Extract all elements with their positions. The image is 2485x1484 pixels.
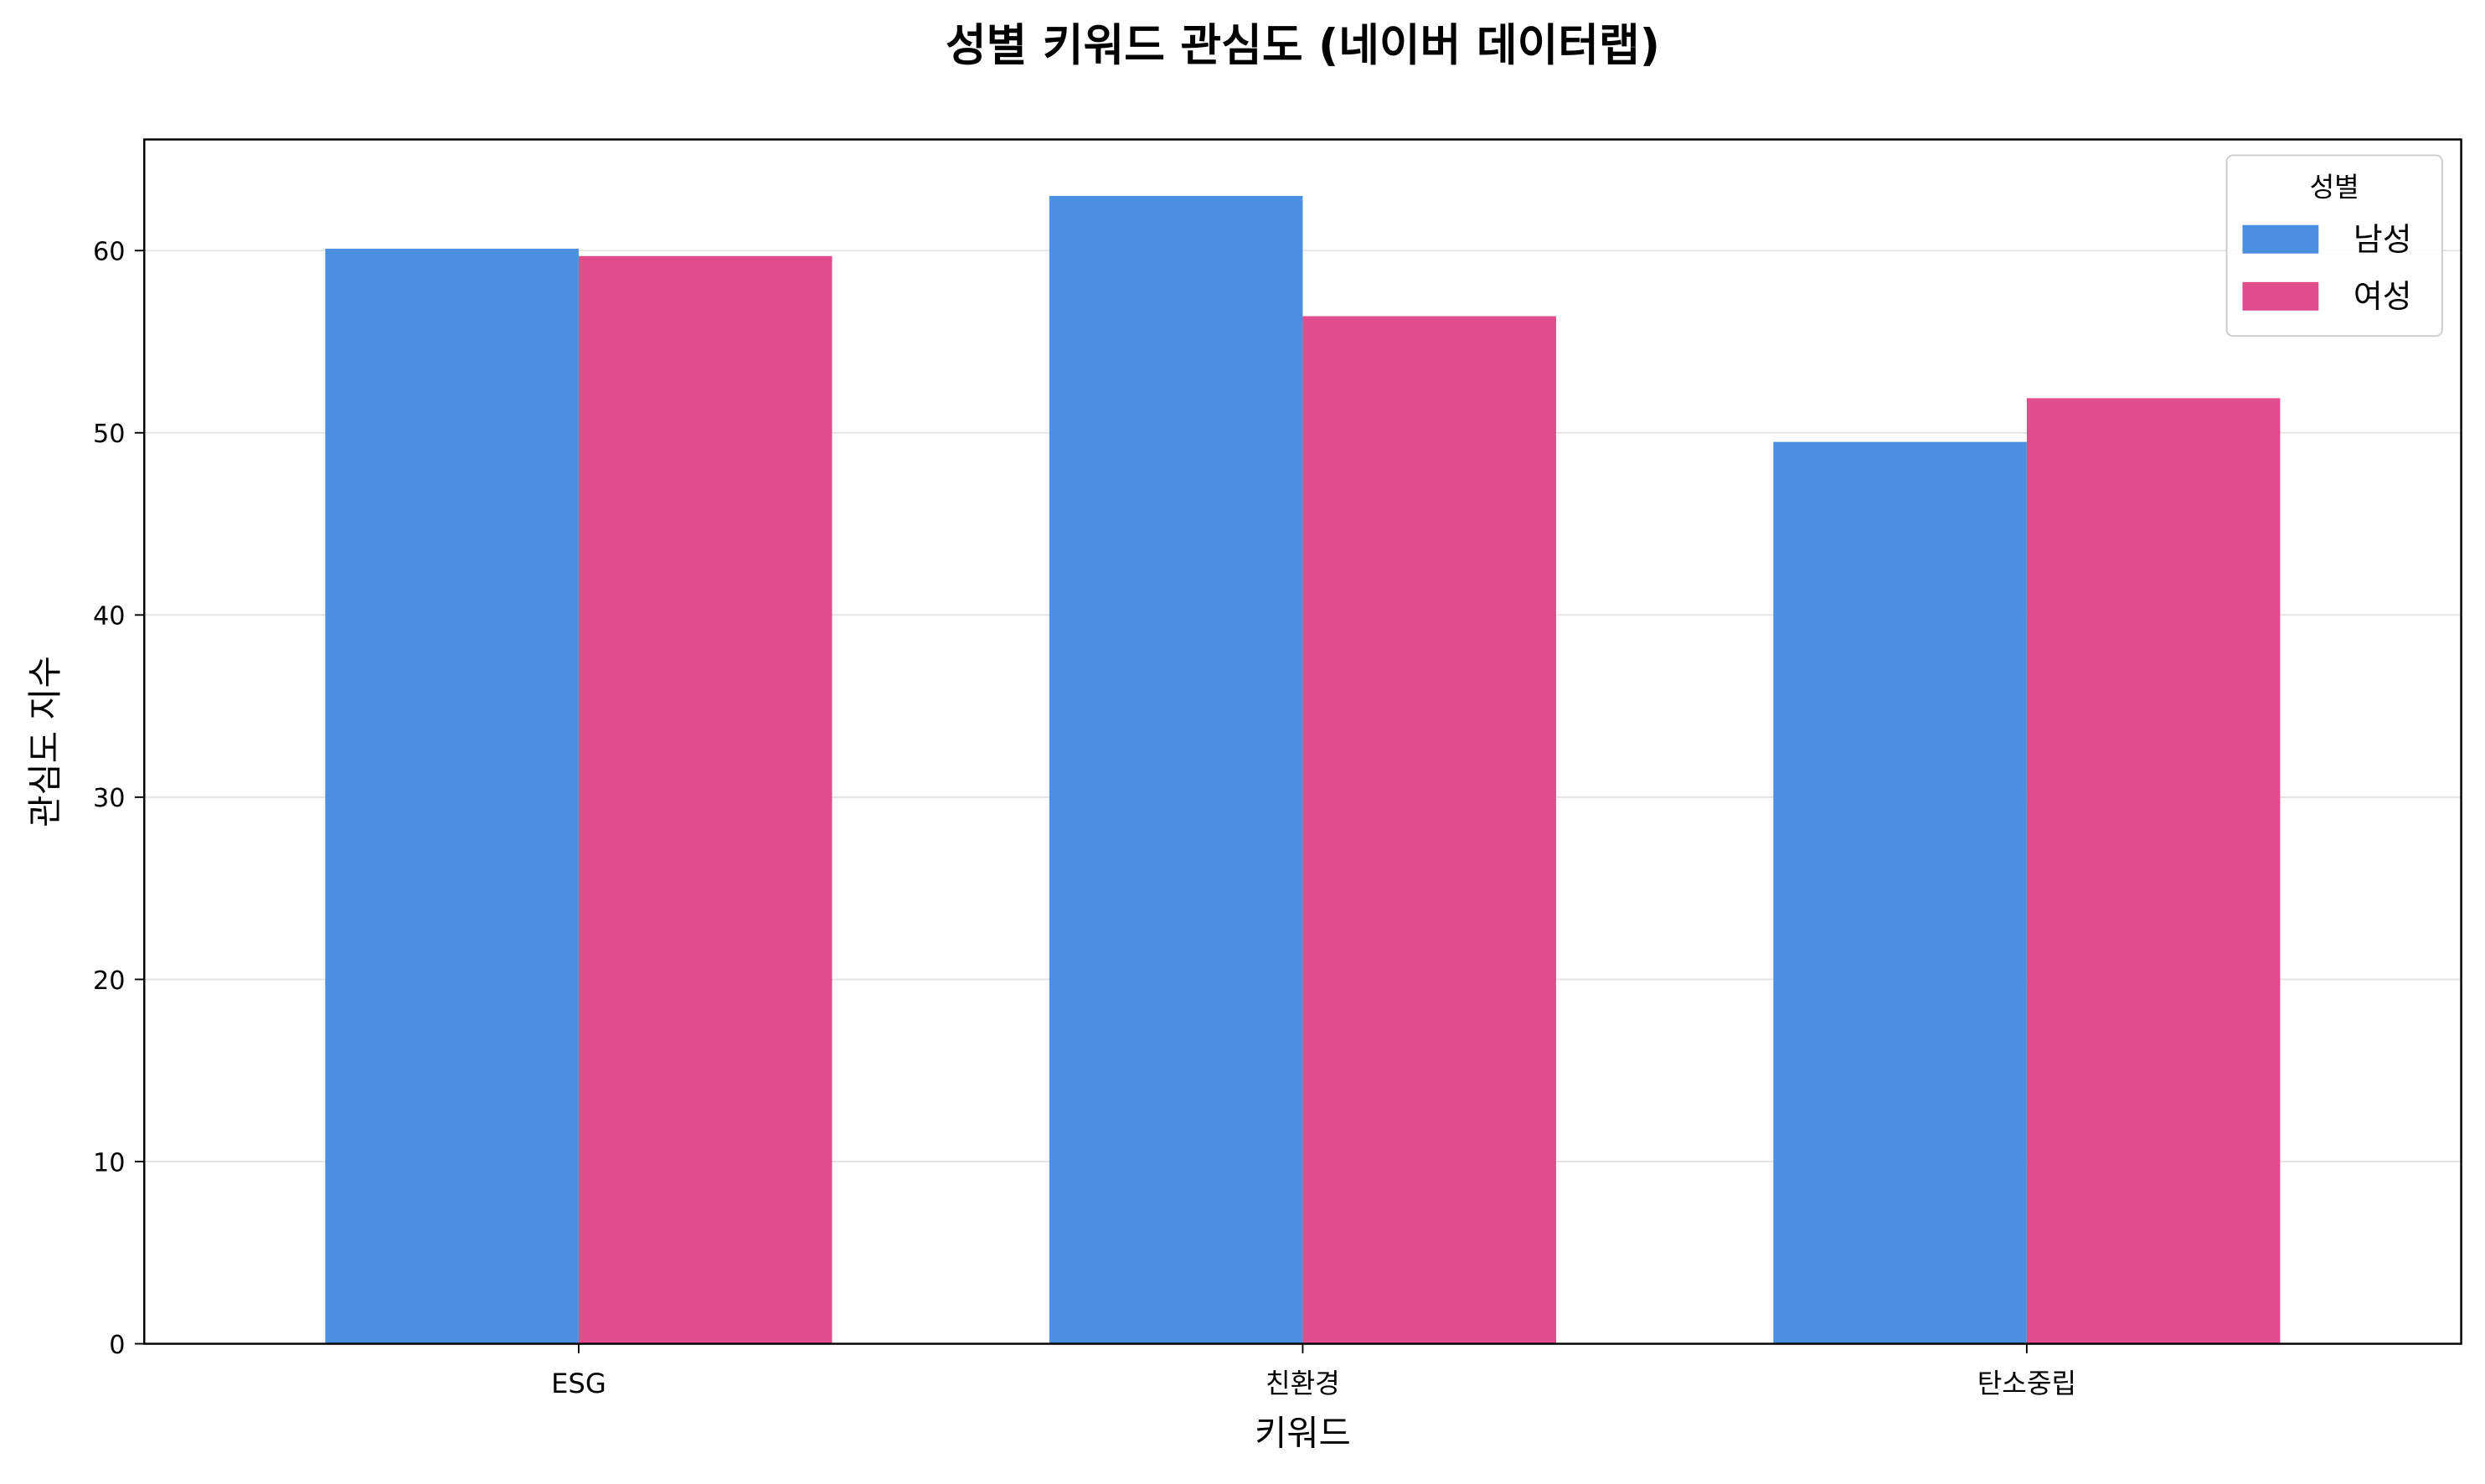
legend-label: 여성	[2354, 278, 2412, 315]
y-tick-label: 60	[93, 238, 126, 267]
y-tick-label: 0	[109, 1331, 125, 1360]
legend-swatch	[2242, 224, 2319, 254]
bar	[2026, 398, 2281, 1344]
x-tick-label: 친환경	[1266, 1368, 1340, 1399]
bar	[1773, 441, 2027, 1344]
bar	[578, 255, 833, 1344]
plot-frame	[143, 138, 2462, 1345]
y-tick-label: 40	[93, 602, 126, 631]
y-tick-label: 50	[93, 420, 126, 449]
y-axis-label: 관심도 지수	[24, 656, 65, 827]
chart-title: 성별 키워드 관심도 (네이버 데이터랩)	[946, 20, 1660, 71]
bar	[325, 249, 579, 1344]
y-tick-label: 30	[93, 784, 126, 813]
x-tick-label: ESG	[551, 1368, 606, 1399]
legend-title: 성별	[2310, 172, 2359, 204]
bar	[1302, 316, 1556, 1344]
legend-swatch	[2242, 281, 2319, 311]
legend-label: 남성	[2354, 221, 2412, 258]
bar	[1049, 195, 1303, 1344]
y-tick-label: 20	[93, 966, 126, 996]
x-axis-label: 키워드	[1255, 1413, 1351, 1454]
x-tick-label: 탄소중립	[1977, 1368, 2076, 1399]
y-tick-label: 10	[93, 1148, 126, 1177]
